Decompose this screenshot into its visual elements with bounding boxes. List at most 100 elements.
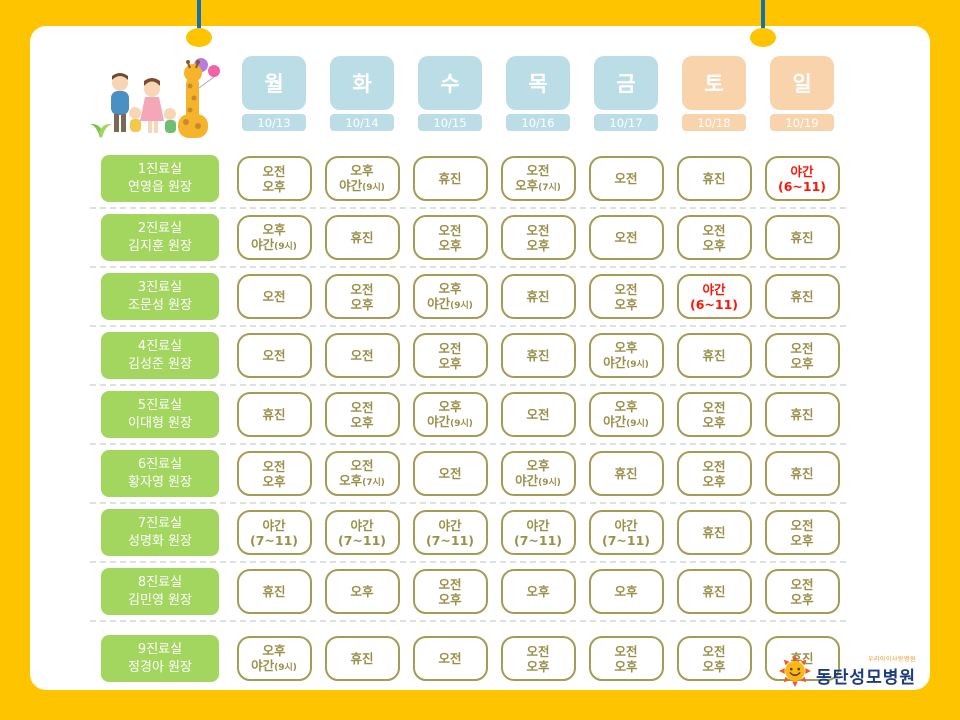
schedule-cell: 오전 오후: [500, 215, 576, 260]
schedule-cell: 휴진: [236, 392, 312, 437]
schedule-cell: 오전 오후: [324, 392, 400, 437]
schedule-cell: 오전 오후: [412, 333, 488, 378]
date-badge: 10/19: [770, 114, 834, 131]
schedule-cell: 휴진: [500, 333, 576, 378]
schedule-cell: 오후 야간(9시): [588, 392, 664, 437]
schedule-cell: 휴진: [764, 392, 840, 437]
schedule-cell: 오전: [236, 333, 312, 378]
doctor-name: 조문성 원장: [128, 297, 192, 313]
schedule-cell: 오전 오후: [588, 274, 664, 319]
cell-time-detail: (9시): [626, 419, 649, 430]
schedule-cell: 오전: [412, 636, 488, 681]
day-column-3: 수 10/15: [406, 56, 494, 142]
schedule-cell: 오전 오후: [412, 215, 488, 260]
schedule-cell: 휴진: [588, 451, 664, 496]
day-column-1: 월 10/13: [230, 56, 318, 142]
date-badge: 10/16: [506, 114, 570, 131]
doctor-name: 김지훈 원장: [128, 238, 192, 254]
doctor-row: 4진료실 김성준 원장 오전 오전 오전 오후 휴진 오후 야간(9시) 휴진 오전 오후: [90, 327, 846, 386]
room-label: 5진료실 이대형 원장: [101, 391, 219, 438]
doctor-name: 성명화 원장: [128, 533, 192, 549]
day-header-label: 금: [594, 56, 658, 110]
cell-time-detail: (9시): [626, 360, 649, 371]
schedule-cell: 오전: [588, 156, 664, 201]
corner-illustration: [90, 56, 230, 142]
schedule-cell: 오전 오후: [764, 510, 840, 555]
schedule-cell: 오후: [324, 569, 400, 614]
schedule-cell: 오전 오후: [236, 156, 312, 201]
schedule-cell: 휴진: [676, 156, 752, 201]
schedule-cell: 오전 오후: [764, 333, 840, 378]
schedule-cell: 휴진: [236, 569, 312, 614]
schedule-cell: 휴진: [676, 333, 752, 378]
schedule-board: 월 10/13 화 10/14 수 10/15 목 10/16 금 10/17 토 10/18 일 10/…: [30, 26, 930, 690]
day-header-label: 목: [506, 56, 570, 110]
doctor-row: 7진료실 성명화 원장 야간 (7~11) 야간 (7~11) 야간 (7~11) 야간 (7~1…: [90, 504, 846, 563]
schedule-cell: 오후 야간(9시): [412, 274, 488, 319]
schedule-cell: 야간 (7~11): [500, 510, 576, 555]
room-number: 1진료실: [137, 161, 183, 177]
cell-time-detail: (9시): [450, 419, 473, 430]
room-label: 3진료실 조문성 원장: [101, 273, 219, 320]
pin-dot-left: [186, 28, 212, 47]
room-number: 2진료실: [137, 220, 183, 236]
schedule-cell: 휴진: [412, 156, 488, 201]
room-number: 8진료실: [137, 574, 183, 590]
hanging-string-left: [197, 0, 201, 34]
schedule-cell: 오전: [236, 274, 312, 319]
schedule-cell: 오후 야간(9시): [236, 215, 312, 260]
schedule-table: 월 10/13 화 10/14 수 10/15 목 10/16 금 10/17 토 10/18 일 10/…: [90, 56, 846, 688]
day-column-2: 화 10/14: [318, 56, 406, 142]
date-badge: 10/18: [682, 114, 746, 131]
schedule-rows: 1진료실 연영읍 원장 오전 오후 오후 야간(9시) 휴진 오전 오후(7시) 오전 휴진 야간 (6…: [90, 150, 846, 688]
day-column-4: 목 10/16: [494, 56, 582, 142]
doctor-row: 5진료실 이대형 원장 휴진 오전 오후 오후 야간(9시) 오전 오후 야간(9시) 오전 오후 휴진: [90, 386, 846, 445]
schedule-cell: 오후 야간(9시): [236, 636, 312, 681]
day-header-label: 화: [330, 56, 394, 110]
schedule-cell: 야간 (7~11): [412, 510, 488, 555]
schedule-cell: 휴진: [764, 451, 840, 496]
schedule-cell: 오전: [324, 333, 400, 378]
room-label: 9진료실 정경아 원장: [101, 635, 219, 682]
date-badge: 10/14: [330, 114, 394, 131]
schedule-cell: 오전 오후: [764, 569, 840, 614]
doctor-name: 연영읍 원장: [128, 179, 192, 195]
day-column-7: 일 10/19: [758, 56, 846, 142]
schedule-cell: 야간 (6~11): [764, 156, 840, 201]
doctor-row: 1진료실 연영읍 원장 오전 오후 오후 야간(9시) 휴진 오전 오후(7시) 오전 휴진 야간 (6…: [90, 150, 846, 209]
doctor-row: 9진료실 정경아 원장 오후 야간(9시) 휴진 오전 오전 오후 오전 오후 오전 오후 휴진: [90, 622, 846, 688]
room-number: 7진료실: [137, 515, 183, 531]
schedule-cell: 오후 야간(9시): [500, 451, 576, 496]
cell-time-detail: (7시): [362, 478, 385, 489]
schedule-cell: 오후 야간(9시): [412, 392, 488, 437]
schedule-cell: 오전 오후(7시): [500, 156, 576, 201]
pin-dot-right: [750, 28, 776, 47]
doctor-name: 김민영 원장: [128, 592, 192, 608]
room-label: 6진료실 황자영 원장: [101, 450, 219, 497]
schedule-cell: 오전 오후: [236, 451, 312, 496]
day-column-6: 토 10/18: [670, 56, 758, 142]
day-header-label: 월: [242, 56, 306, 110]
family-giraffe-illustration: [90, 58, 220, 138]
schedule-cell: 오전 오후: [676, 451, 752, 496]
schedule-cell: 휴진: [324, 215, 400, 260]
schedule-cell: 오전 오후: [676, 636, 752, 681]
schedule-cell: 오전 오후: [676, 392, 752, 437]
date-badge: 10/17: [594, 114, 658, 131]
hospital-logo: 우리아이사랑병원 동탄성모병원: [779, 654, 916, 688]
schedule-cell: 휴진: [500, 274, 576, 319]
schedule-cell: 휴진: [764, 274, 840, 319]
date-badge: 10/15: [418, 114, 482, 131]
schedule-cell: 야간 (6~11): [676, 274, 752, 319]
date-badge: 10/13: [242, 114, 306, 131]
hospital-name: 동탄성모병원: [816, 668, 916, 688]
cell-time-detail: (9시): [450, 301, 473, 312]
room-label: 4진료실 김성준 원장: [101, 332, 219, 379]
cell-time-detail: (9시): [538, 478, 561, 489]
schedule-cell: 오전: [588, 215, 664, 260]
schedule-cell: 휴진: [676, 510, 752, 555]
schedule-cell: 오전: [500, 392, 576, 437]
